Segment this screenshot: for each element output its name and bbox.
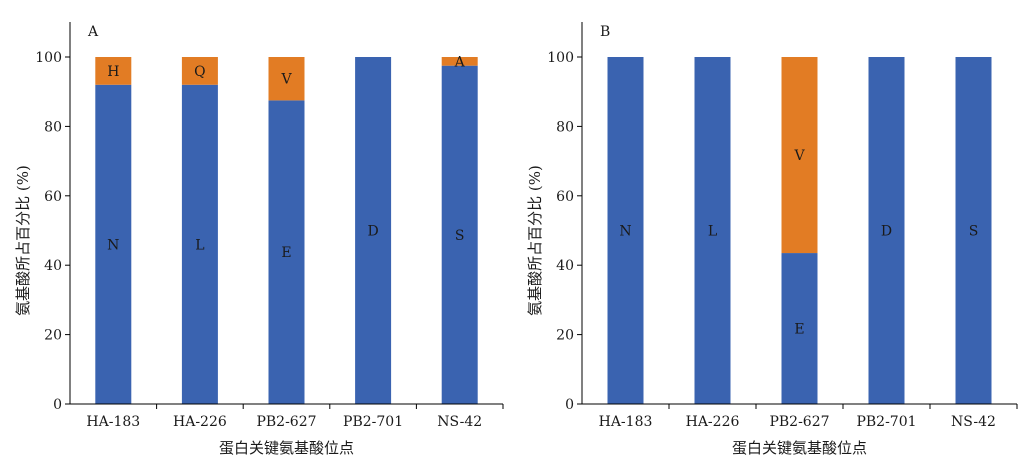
bar-label: L bbox=[708, 224, 717, 240]
y-tick-label: 60 bbox=[556, 189, 574, 205]
bar-primary-ha-226 bbox=[181, 84, 218, 404]
y-tick-label: 40 bbox=[556, 258, 574, 274]
y-tick-label: 100 bbox=[547, 50, 574, 66]
bar-label: Q bbox=[194, 64, 205, 80]
bar-label: E bbox=[794, 322, 804, 338]
chart-panel-a: N H L Q E V D S A 0 20 40 60 80 100 HA-183 HA-226 PB2-627… bbox=[14, 22, 504, 457]
bar-label: N bbox=[107, 237, 119, 253]
bar-label: L bbox=[195, 237, 204, 253]
chart-panel-b: N L E V D S 0 20 40 60 80 100 HA-183 HA-226 PB2-627 PB2… bbox=[526, 22, 1018, 457]
bar-primary-pb2-701 bbox=[355, 57, 392, 404]
x-tick-label: HA-226 bbox=[173, 414, 227, 430]
x-axis-title: 蛋白关键氨基酸位点 bbox=[732, 439, 867, 457]
bar-label: S bbox=[455, 228, 465, 244]
x-tick-label: NS-42 bbox=[951, 414, 996, 430]
bar-secondary-pb2-627 bbox=[268, 57, 305, 101]
x-tick-label: HA-183 bbox=[86, 414, 140, 430]
y-tick-label: 40 bbox=[44, 258, 62, 274]
y-axis-title: 氨基酸所占百分比 (%) bbox=[14, 165, 32, 316]
bar-primary-ns-42 bbox=[441, 65, 478, 405]
bar-primary-ha-183 bbox=[95, 84, 132, 404]
y-tick-label: 0 bbox=[53, 397, 62, 413]
y-axis-title: 氨基酸所占百分比 (%) bbox=[526, 165, 544, 316]
bar-primary-ns-42 bbox=[955, 57, 992, 404]
x-tick-label: NS-42 bbox=[437, 414, 482, 430]
bar-label: D bbox=[367, 224, 378, 240]
bar-label: N bbox=[619, 224, 631, 240]
y-tick-label: 80 bbox=[44, 119, 62, 135]
bar-label: D bbox=[881, 224, 892, 240]
y-tick-label: 0 bbox=[565, 397, 574, 413]
bar-label: S bbox=[969, 224, 979, 240]
bar-label: V bbox=[280, 72, 292, 88]
bar-primary-pb2-627 bbox=[781, 253, 818, 404]
bar-secondary-pb2-627 bbox=[781, 57, 818, 254]
y-tick-label: 80 bbox=[556, 119, 574, 135]
bar-secondary-ha-226 bbox=[181, 57, 218, 85]
x-tick-label: PB2-627 bbox=[769, 414, 829, 430]
x-axis-title: 蛋白关键氨基酸位点 bbox=[219, 439, 354, 457]
y-tick-label: 20 bbox=[556, 328, 574, 344]
x-tick-label: PB2-701 bbox=[856, 414, 916, 430]
bar-primary-ha-226 bbox=[694, 57, 731, 404]
panel-label: B bbox=[600, 24, 610, 40]
x-tick-label: HA-183 bbox=[599, 414, 653, 430]
x-tick-label: HA-226 bbox=[686, 414, 740, 430]
bar-label: H bbox=[107, 64, 119, 80]
panel-label: A bbox=[87, 24, 99, 40]
bar-secondary-ns-42 bbox=[441, 57, 478, 66]
bar-label: V bbox=[793, 148, 805, 164]
y-tick-label: 60 bbox=[44, 189, 62, 205]
bar-label: A bbox=[454, 54, 466, 70]
x-tick-label: PB2-627 bbox=[256, 414, 316, 430]
bar-primary-pb2-627 bbox=[268, 100, 305, 404]
bar-label: E bbox=[281, 245, 291, 261]
bar-primary-ha-183 bbox=[607, 57, 644, 404]
bar-secondary-ha-183 bbox=[95, 57, 132, 85]
bar-primary-pb2-701 bbox=[868, 57, 905, 404]
y-tick-label: 100 bbox=[35, 50, 62, 66]
y-tick-label: 20 bbox=[44, 328, 62, 344]
x-tick-label: PB2-701 bbox=[343, 414, 403, 430]
